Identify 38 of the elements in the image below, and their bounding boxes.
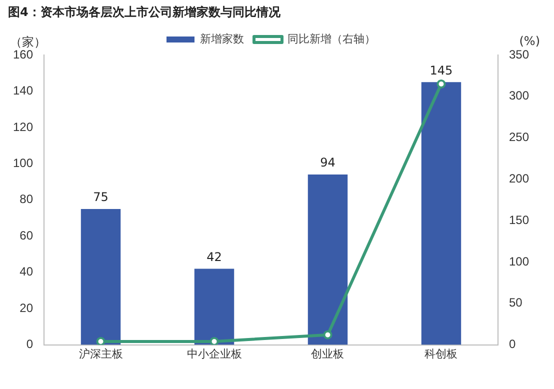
- y2-tick-label: 100: [508, 254, 530, 268]
- y2-axis-title: (%): [519, 34, 540, 48]
- y-tick-label: 80: [20, 192, 34, 206]
- y2-tick-label: 350: [508, 47, 530, 62]
- y2-tick-label: 50: [508, 296, 523, 310]
- y-tick-label: 0: [26, 337, 34, 352]
- legend-label: 新增家数: [200, 32, 244, 46]
- x-tick-label: 沪深主板: [78, 347, 123, 360]
- point: [210, 336, 219, 345]
- data-label: 145: [430, 63, 453, 78]
- y-tick-label: 160: [12, 47, 34, 62]
- point: [436, 79, 446, 88]
- bar: [308, 174, 348, 345]
- y-tick-label: 140: [12, 84, 34, 98]
- legend-label: 同比新增（右轴）: [288, 32, 376, 46]
- x-tick-label: 创业板: [311, 347, 344, 360]
- bar: [194, 268, 234, 345]
- y-axis-title: （家）: [10, 34, 46, 50]
- point: [96, 336, 106, 345]
- chart-title: 图4：资本市场各层次上市公司新增家数与同比情况: [8, 4, 280, 21]
- bar: [421, 82, 462, 345]
- data-label: 94: [320, 156, 336, 170]
- x-tick-label: 中小企业板: [186, 347, 242, 360]
- y2-tick-label: 250: [508, 130, 530, 144]
- data-label: 75: [93, 190, 108, 204]
- x-tick-label: 科创板: [424, 348, 458, 360]
- y-tick-label: 20: [20, 300, 34, 315]
- y2-tick-label: 200: [508, 172, 530, 186]
- data-label: 42: [206, 250, 222, 264]
- y2-tick-label: 0: [508, 337, 516, 352]
- y2-tick-label: 150: [508, 212, 530, 227]
- y-tick-label: 100: [12, 156, 34, 170]
- bar: [80, 208, 121, 345]
- y-tick-label: 60: [20, 228, 34, 242]
- y-tick-label: 120: [12, 120, 34, 134]
- y-tick-label: 40: [20, 264, 34, 279]
- point: [323, 330, 332, 340]
- y2-tick-label: 300: [508, 88, 530, 103]
